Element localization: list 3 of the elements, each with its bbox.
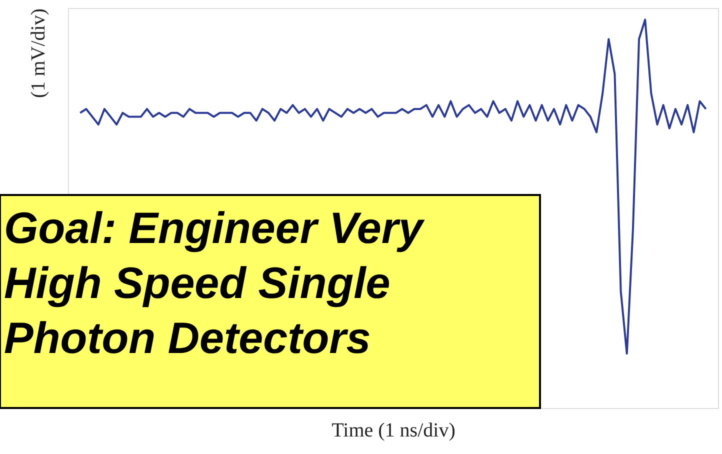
x-axis-title: Time (1 ns/div) [332, 420, 456, 442]
annotation: Goal: Engineer Very High Speed Single Photon Detectors [4, 204, 426, 363]
y-axis-title: (1 mV/div) [28, 8, 50, 98]
